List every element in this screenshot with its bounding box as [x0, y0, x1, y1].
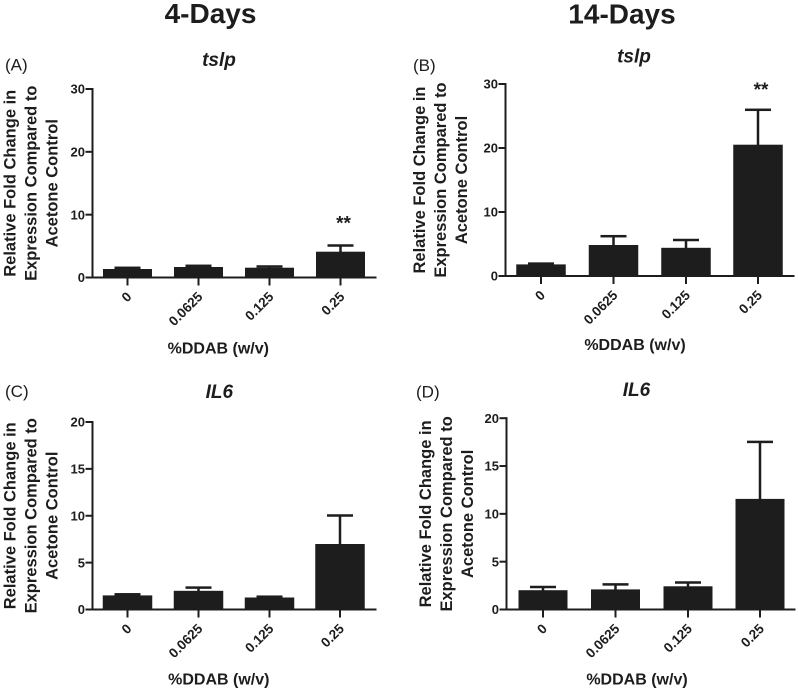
svg-text:0: 0 [78, 602, 85, 617]
svg-text:30: 30 [71, 82, 85, 97]
svg-text:(A): (A) [5, 56, 28, 75]
svg-text:Relative Fold Change in: Relative Fold Change in [2, 90, 20, 277]
svg-text:20: 20 [71, 145, 85, 160]
svg-text:0: 0 [492, 602, 499, 617]
svg-text:20: 20 [485, 411, 499, 426]
svg-text:%DDAB (w/v): %DDAB (w/v) [168, 341, 269, 358]
svg-text:10: 10 [71, 508, 85, 523]
svg-text:5: 5 [78, 555, 85, 570]
svg-text:Relative Fold Change in: Relative Fold Change in [417, 420, 435, 607]
svg-text:Expression Compared to: Expression Compared to [23, 86, 41, 281]
svg-text:IL6: IL6 [623, 380, 651, 401]
svg-text:10: 10 [484, 205, 498, 220]
svg-text:Acetone Control: Acetone Control [44, 119, 62, 247]
svg-text:5: 5 [492, 554, 499, 569]
svg-text:10: 10 [485, 507, 499, 522]
svg-text:20: 20 [484, 141, 498, 156]
svg-text:**: ** [336, 214, 351, 235]
svg-text:15: 15 [71, 462, 85, 477]
svg-text:0: 0 [78, 270, 85, 285]
svg-text:14-Days: 14-Days [568, 0, 675, 30]
svg-text:(B): (B) [413, 56, 436, 75]
svg-text:15: 15 [485, 459, 499, 474]
svg-text:%DDAB (w/v): %DDAB (w/v) [584, 337, 685, 354]
svg-text:20: 20 [71, 415, 85, 430]
svg-text:Relative Fold Change in: Relative Fold Change in [411, 86, 429, 273]
svg-text:(C): (C) [5, 382, 29, 401]
svg-text:Acetone Control: Acetone Control [453, 116, 471, 244]
svg-text:(D): (D) [416, 383, 440, 402]
svg-text:10: 10 [71, 207, 85, 222]
svg-text:Acetone Control: Acetone Control [44, 452, 62, 580]
svg-text:tslp: tslp [617, 47, 651, 68]
svg-text:IL6: IL6 [206, 382, 234, 403]
svg-text:Relative Fold Change in: Relative Fold Change in [2, 422, 20, 609]
svg-text:Expression Compared to: Expression Compared to [23, 418, 41, 613]
svg-text:0: 0 [491, 269, 498, 284]
svg-text:**: ** [754, 80, 769, 101]
svg-text:%DDAB (w/v): %DDAB (w/v) [586, 672, 687, 689]
svg-text:Expression Compared to: Expression Compared to [432, 82, 450, 277]
svg-text:tslp: tslp [202, 50, 236, 71]
svg-text:Expression Compared to: Expression Compared to [438, 416, 456, 611]
svg-text:30: 30 [484, 77, 498, 92]
svg-text:Acetone Control: Acetone Control [459, 450, 477, 578]
svg-text:4-Days: 4-Days [165, 0, 257, 29]
svg-text:%DDAB (w/v): %DDAB (w/v) [168, 672, 269, 689]
